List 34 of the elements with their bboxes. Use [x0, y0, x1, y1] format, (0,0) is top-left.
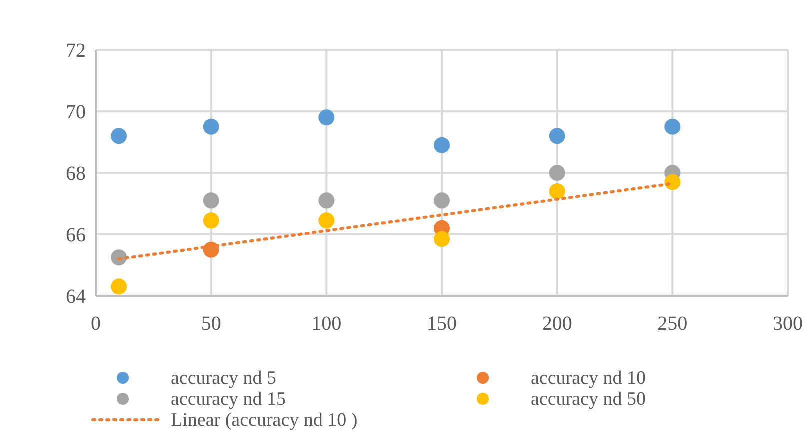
x-tick-label: 0: [91, 313, 101, 335]
point: [111, 250, 128, 266]
y-tick-label: 68: [66, 163, 86, 185]
legend-label: accuracy nd 10: [531, 368, 646, 389]
point: [318, 192, 335, 209]
point: [434, 192, 450, 209]
point: [664, 174, 681, 190]
x-tick-label: 300: [773, 313, 803, 335]
x-tick-label: 100: [312, 313, 342, 335]
x-tick-label: 250: [658, 313, 688, 335]
point: [434, 231, 450, 248]
point: [111, 128, 128, 144]
legend-label: Linear (accuracy nd 10 ): [171, 410, 358, 431]
legend-label: accuracy nd 15: [171, 389, 286, 410]
y-tick-label: 72: [66, 40, 86, 62]
point: [549, 165, 566, 181]
point: [549, 128, 566, 144]
point: [111, 278, 128, 295]
point: [318, 110, 335, 126]
x-tick-label: 50: [201, 313, 222, 335]
y-tick-label: 66: [66, 224, 86, 246]
point: [203, 192, 220, 209]
point: [318, 212, 335, 229]
point: [203, 118, 220, 135]
y-tick-label: 64: [66, 286, 86, 308]
point: [434, 137, 450, 154]
y-tick-label: 70: [66, 102, 86, 124]
x-tick-label: 200: [542, 313, 572, 335]
point: [664, 118, 681, 135]
point: [203, 212, 220, 229]
legend-label: accuracy nd 50: [531, 389, 646, 410]
point: [549, 183, 566, 200]
x-tick-label: 150: [427, 313, 457, 335]
legend-label: accuracy nd 5: [171, 368, 276, 389]
